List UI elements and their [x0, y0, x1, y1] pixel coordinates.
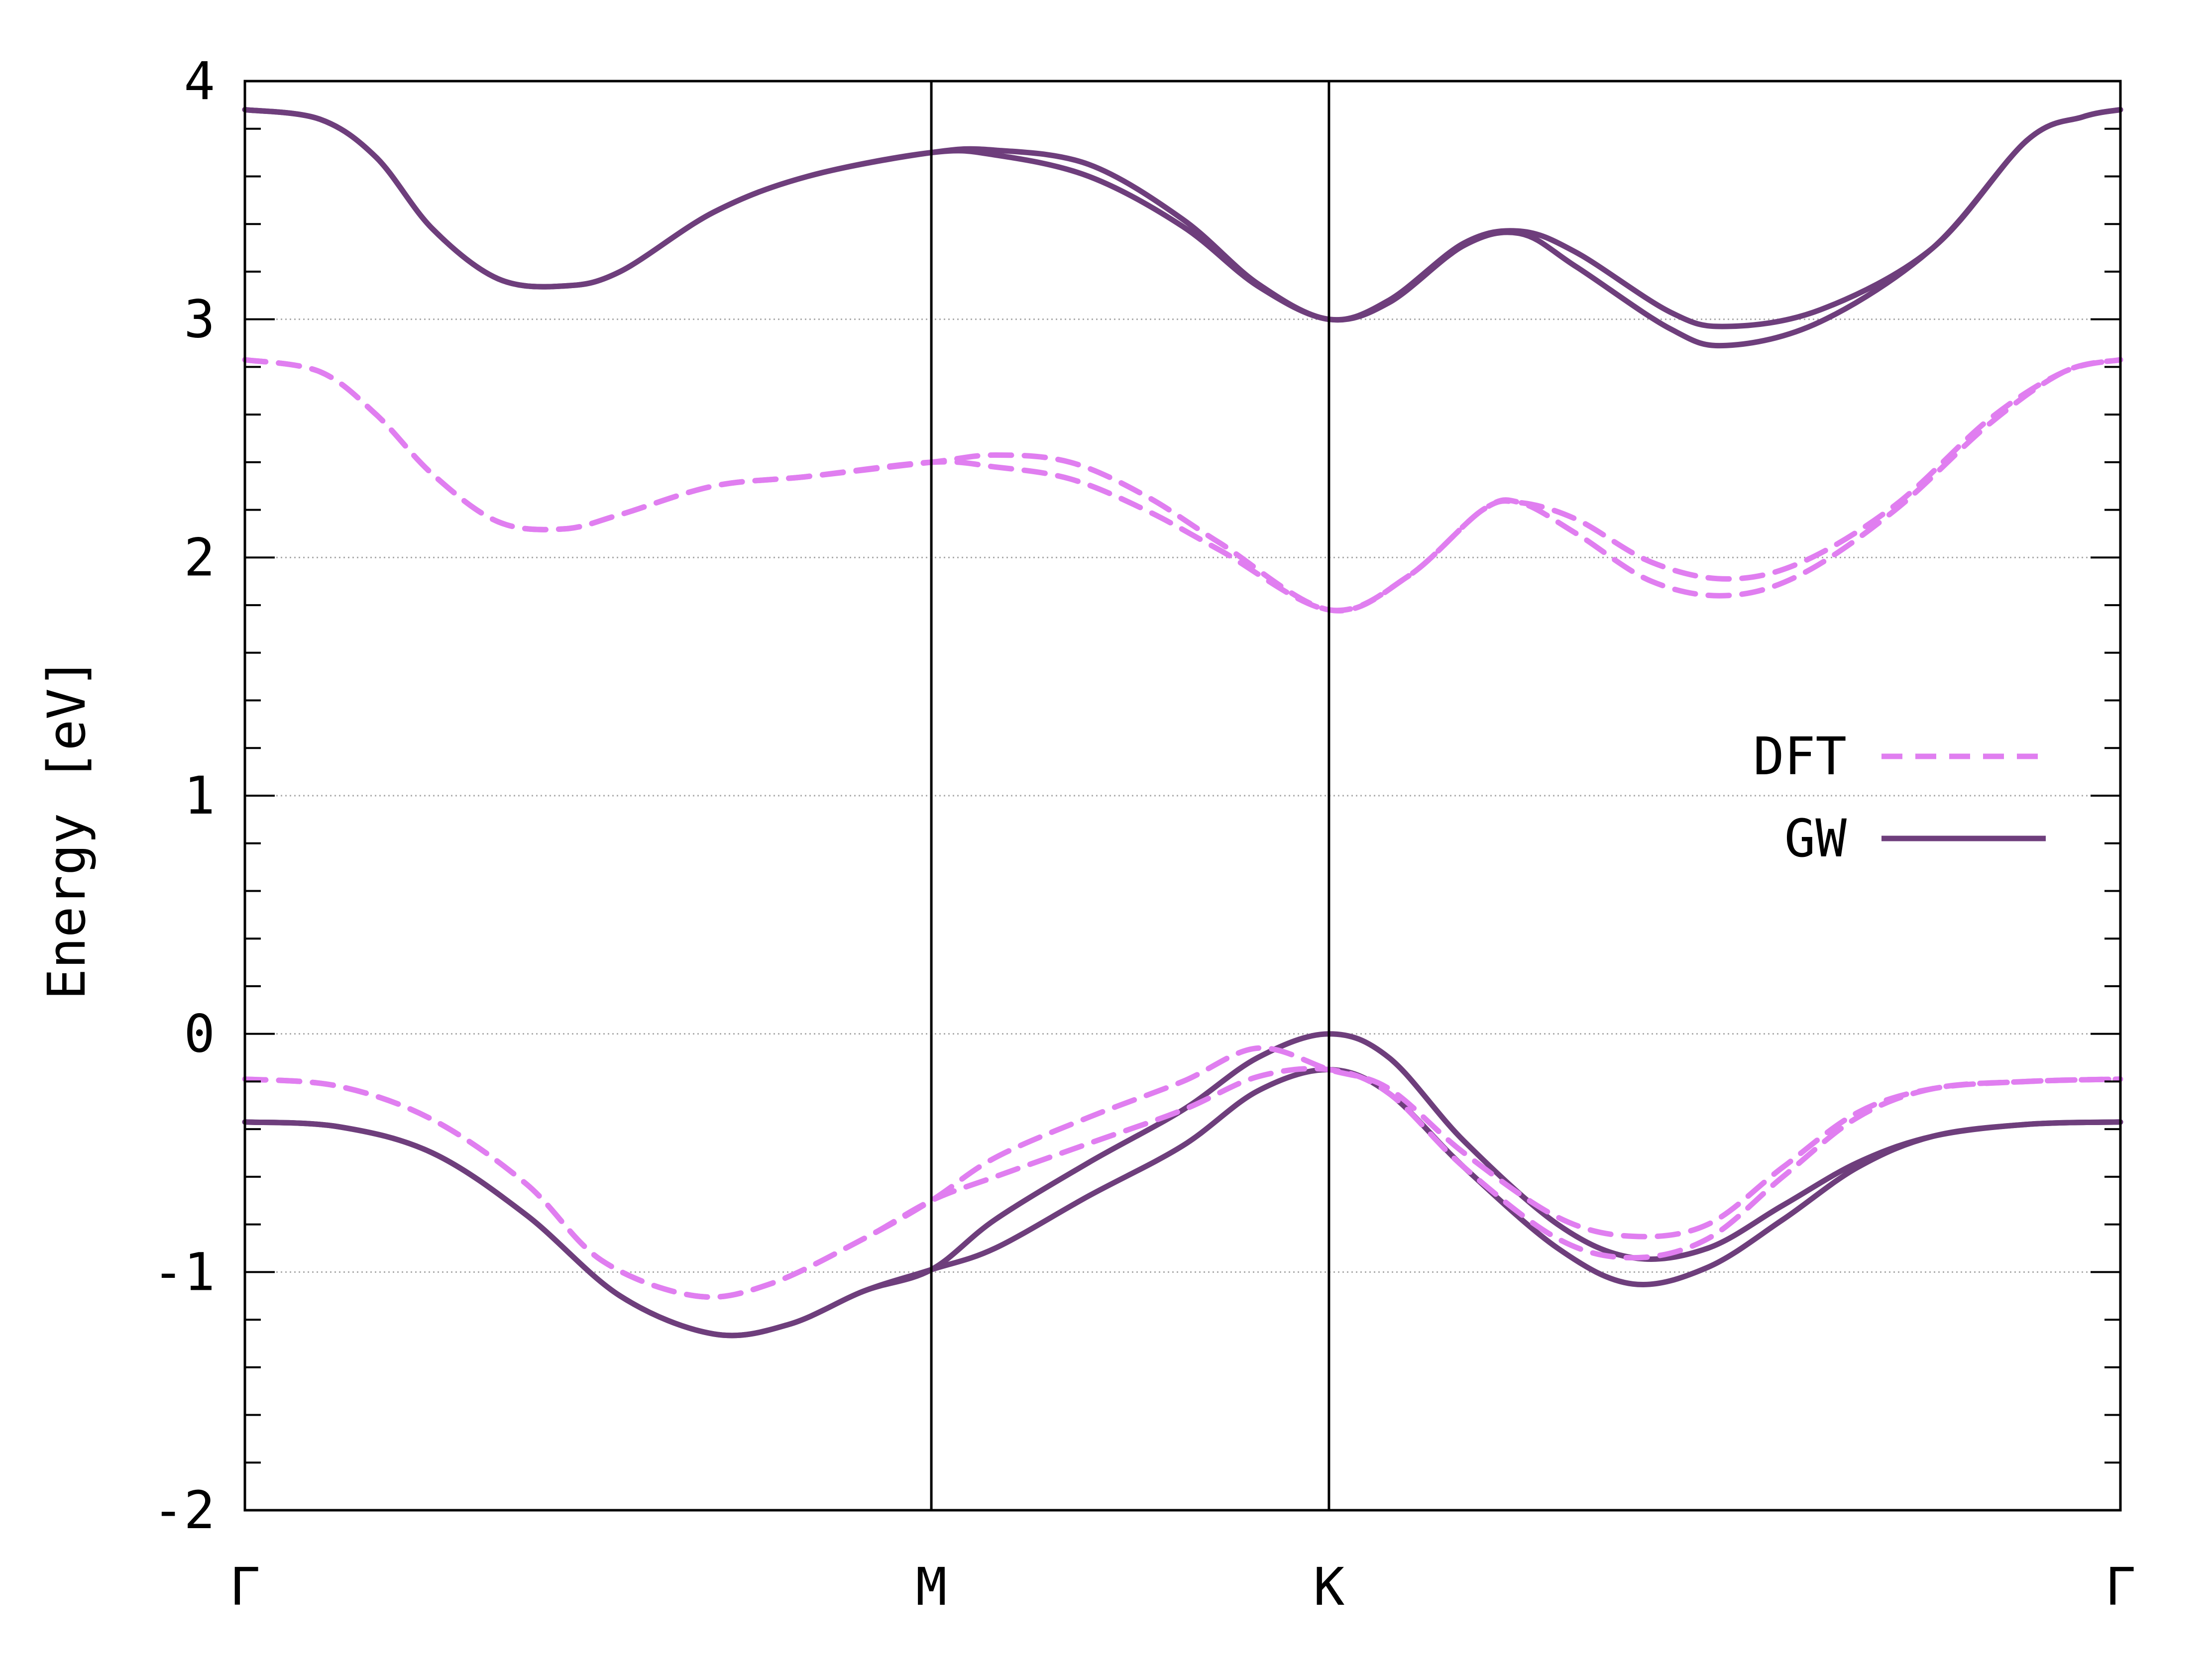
gw-band-line	[242, 106, 2123, 349]
y-tick-label: 4	[184, 51, 215, 111]
legend-label: DFT	[1753, 726, 1847, 787]
y-tick-label: -2	[153, 1480, 215, 1541]
dft-band-line	[242, 357, 2123, 614]
tick-labels: -2 -1 0 1 2 3 4 Γ M K Γ	[153, 51, 2136, 1617]
y-axis-title: Energy [eV]	[36, 657, 97, 1000]
x-tick-label: Γ	[229, 1557, 261, 1617]
y-tick-label: -1	[153, 1242, 215, 1302]
band-series	[242, 106, 2123, 1339]
gw-band-line	[242, 106, 2123, 329]
legend: DFT GW	[1753, 726, 2046, 869]
x-tick-label: K	[1314, 1557, 1345, 1617]
y-tick-label: 2	[184, 527, 215, 588]
dft-band-line	[242, 1065, 2123, 1300]
x-tick-label: M	[916, 1557, 947, 1617]
x-tick-label: Γ	[2105, 1557, 2136, 1617]
dft-band-line	[242, 357, 2123, 614]
y-tick-label: 3	[184, 289, 215, 350]
gw-band-line	[242, 1031, 2123, 1339]
y-tick-label: 1	[184, 765, 215, 826]
grid-lines	[245, 318, 2120, 1273]
legend-label: GW	[1784, 808, 1847, 869]
y-tick-label: 0	[184, 1004, 215, 1064]
axis-ticks	[245, 80, 2120, 1511]
